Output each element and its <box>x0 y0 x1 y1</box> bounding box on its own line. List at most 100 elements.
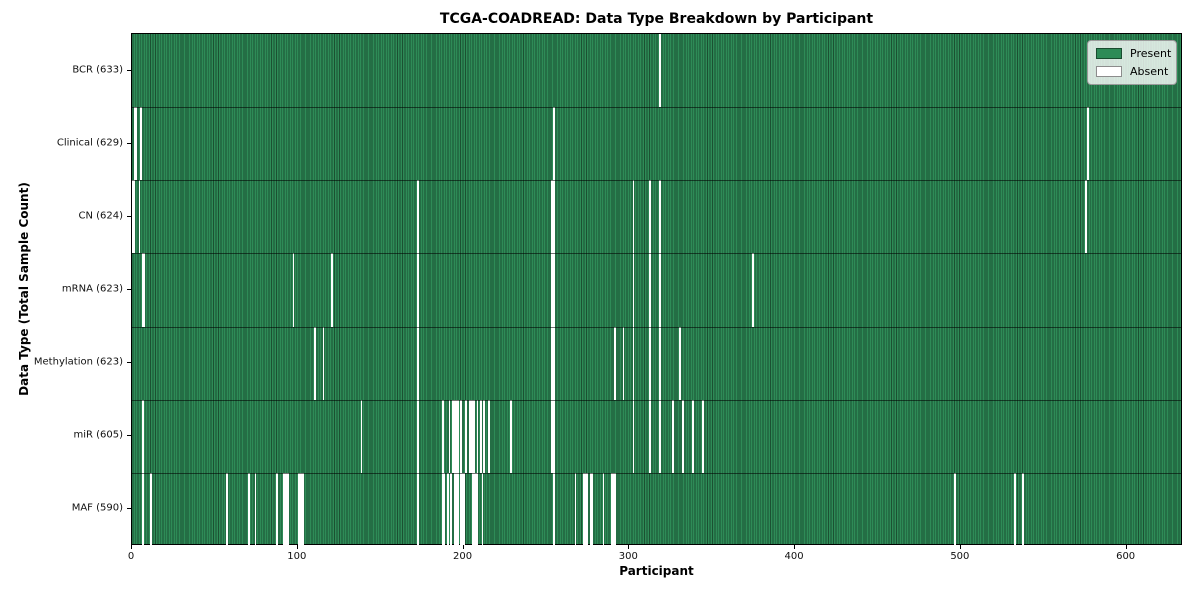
heatmap-row-CN <box>132 180 1181 254</box>
absent-line <box>553 253 555 327</box>
absent-line <box>679 326 681 400</box>
absent-line <box>649 253 651 327</box>
absent-line <box>287 472 290 546</box>
absent-line <box>330 253 333 327</box>
row-separator <box>132 107 1181 109</box>
heatmap-row-Clinical <box>132 107 1181 181</box>
absent-line <box>659 399 661 473</box>
absent-line <box>1013 472 1016 546</box>
absent-line <box>299 472 302 546</box>
absent-line <box>632 399 635 473</box>
x-tick-mark <box>794 545 796 549</box>
absent-line <box>682 399 685 473</box>
absent-line <box>659 253 661 327</box>
absent-line <box>553 326 555 400</box>
y-tick-label-CN: CN (624) <box>78 210 123 222</box>
heatmap-row-BCR <box>132 34 1181 108</box>
x-axis-label: Participant <box>619 564 694 578</box>
y-tick-label-miR: miR (605) <box>73 429 123 441</box>
heatmap-row-miR <box>132 399 1181 473</box>
absent-line <box>135 107 137 181</box>
absent-swatch-icon <box>1096 66 1122 77</box>
absent-line <box>226 472 229 546</box>
absent-line <box>450 472 452 546</box>
present-swatch-icon <box>1096 48 1122 59</box>
absent-line <box>954 472 956 546</box>
legend: Present Absent <box>1087 40 1177 85</box>
x-tick-label: 600 <box>1116 551 1136 562</box>
absent-line <box>751 253 754 327</box>
absent-line <box>475 472 477 546</box>
absent-line <box>465 399 467 473</box>
x-tick-label: 0 <box>127 551 135 562</box>
absent-line <box>649 326 651 400</box>
x-tick-label: 100 <box>287 551 307 562</box>
absent-line <box>582 472 585 546</box>
absent-line <box>282 472 285 546</box>
absent-line <box>448 399 451 473</box>
absent-line <box>360 399 363 473</box>
x-tick-label: 500 <box>950 551 970 562</box>
legend-item-present: Present <box>1096 47 1171 60</box>
absent-line <box>441 399 444 473</box>
absent-line <box>602 472 605 546</box>
legend-item-absent: Absent <box>1096 65 1168 78</box>
x-tick-label: 300 <box>618 551 638 562</box>
absent-line <box>476 399 479 473</box>
absent-line <box>611 472 613 546</box>
absent-line <box>649 180 651 254</box>
absent-line <box>292 253 295 327</box>
absent-line <box>553 399 555 473</box>
legend-label-absent: Absent <box>1130 65 1169 78</box>
x-tick-mark <box>1125 545 1127 549</box>
absent-line <box>632 253 635 327</box>
plot-area <box>131 33 1182 546</box>
y-tick-label-mRNA: mRNA (623) <box>61 283 123 295</box>
x-tick-mark <box>462 545 464 549</box>
absent-line <box>451 399 454 473</box>
absent-line <box>468 399 471 473</box>
absent-line <box>702 399 704 473</box>
absent-line <box>551 253 554 327</box>
absent-line <box>649 399 651 473</box>
row-separator <box>132 180 1181 182</box>
absent-line <box>133 107 136 181</box>
row-separator <box>132 253 1181 255</box>
x-tick-label: 400 <box>784 551 804 562</box>
absent-line <box>301 472 303 546</box>
absent-line <box>133 180 136 254</box>
chart-title: TCGA-COADREAD: Data Type Breakdown by Pa… <box>439 11 874 27</box>
absent-line <box>302 472 305 546</box>
absent-line <box>417 253 419 327</box>
absent-line <box>461 472 464 546</box>
x-tick-label: 200 <box>452 551 473 562</box>
absent-line <box>659 326 661 400</box>
y-tick-label-BCR: BCR (633) <box>72 64 123 76</box>
absent-line <box>672 399 675 473</box>
absent-line <box>455 472 457 546</box>
y-tick-label-MAF: MAF (590) <box>71 502 123 514</box>
absent-line <box>551 180 554 254</box>
y-tick-label-Clinical: Clinical (629) <box>56 137 123 149</box>
absent-line <box>473 472 476 546</box>
absent-line <box>1022 472 1024 546</box>
absent-line <box>584 472 587 546</box>
absent-line <box>460 472 462 546</box>
absent-line <box>248 472 250 546</box>
absent-line <box>284 472 287 546</box>
absent-line <box>622 326 625 400</box>
row-separator <box>132 326 1181 328</box>
absent-line <box>140 107 142 181</box>
absent-line <box>586 472 588 546</box>
absent-line <box>612 472 615 546</box>
absent-line <box>553 472 555 546</box>
absent-line <box>692 399 694 473</box>
absent-line <box>632 180 635 254</box>
y-tick-mark <box>127 362 131 364</box>
absent-line <box>141 253 144 327</box>
absent-line <box>276 472 278 546</box>
absent-line <box>509 399 512 473</box>
absent-line <box>481 472 484 546</box>
absent-line <box>476 472 479 546</box>
absent-line <box>322 326 325 400</box>
